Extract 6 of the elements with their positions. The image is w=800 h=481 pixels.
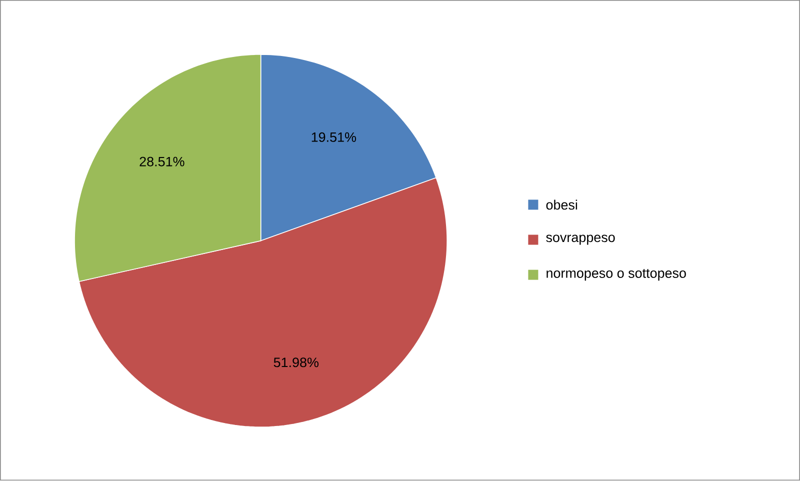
data-label: 28.51% [140, 157, 184, 167]
legend-label: sovrappeso [546, 234, 615, 246]
data-label: 51.98% [274, 358, 318, 368]
data-label: 19.51% [312, 132, 356, 142]
legend-label: obesi [546, 200, 578, 210]
legend-label: normopeso o sottopeso [546, 269, 686, 281]
